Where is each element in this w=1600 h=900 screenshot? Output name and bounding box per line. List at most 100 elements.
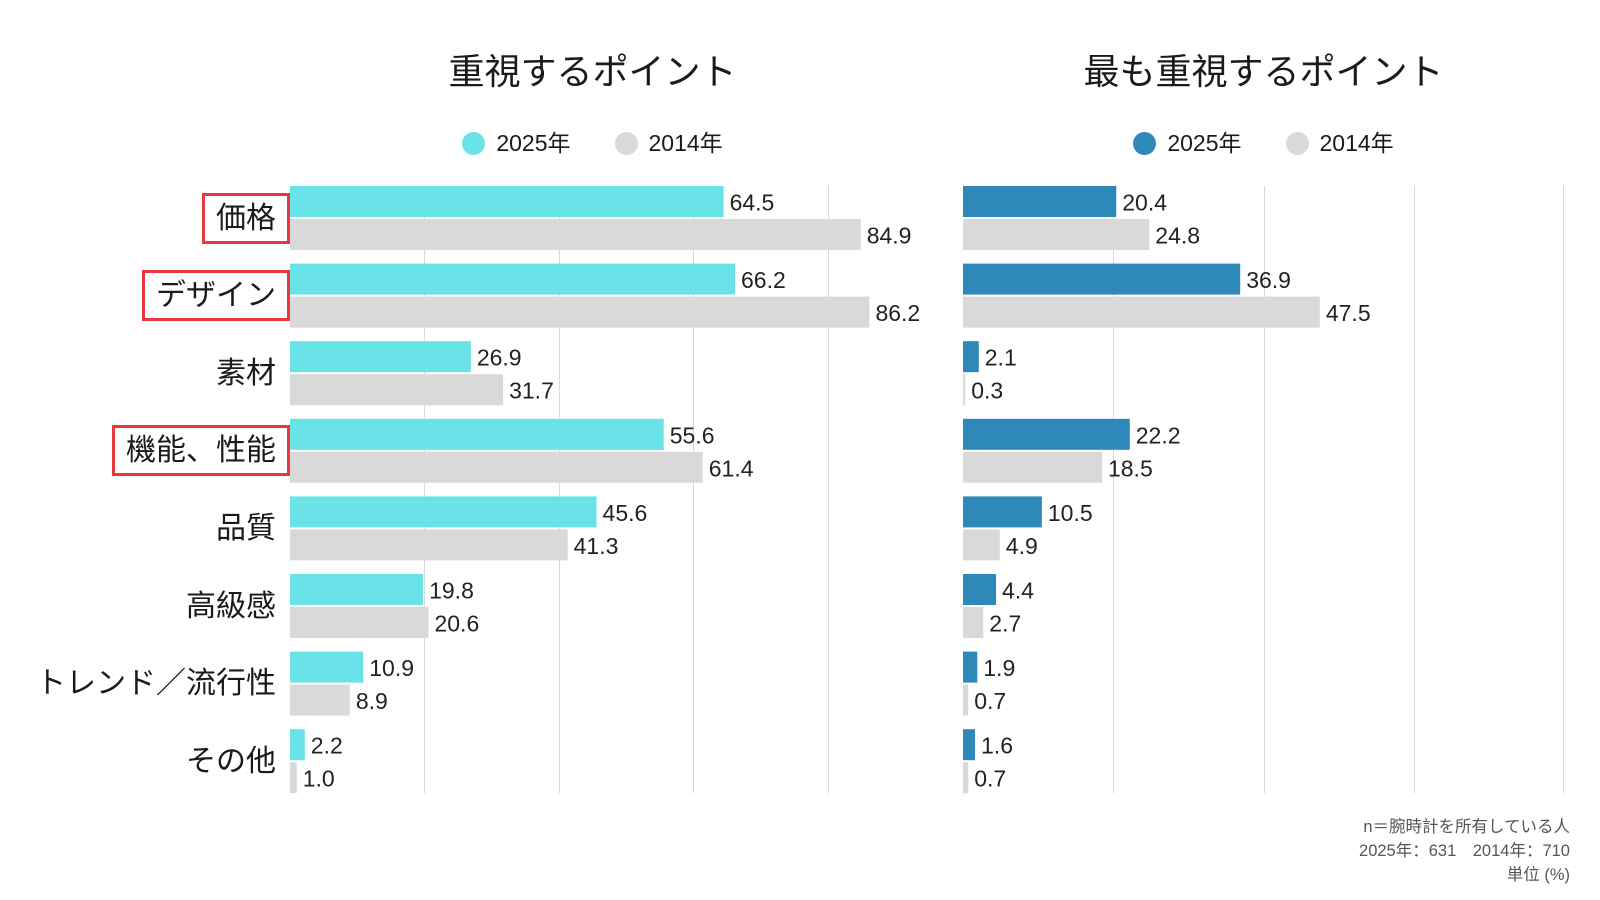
category-row: 素材 (0, 341, 290, 405)
value-label: 2.1 (985, 345, 1017, 371)
value-label: 10.9 (369, 655, 414, 681)
category-label: トレンド／流行性 (22, 658, 290, 710)
value-label: 20.4 (1122, 190, 1167, 216)
value-label: 18.5 (1108, 455, 1153, 481)
sample-description: n＝腕時計を所有している人 (1363, 818, 1570, 836)
legend: 2025年 2014年 (963, 127, 1564, 159)
panel-most-important-points: 最も重視するポイント 2025年 2014年 20.4 36.9 2.1 22.2 10… (963, 0, 1564, 900)
bar (290, 263, 736, 295)
category-label: 品質 (202, 502, 290, 554)
bar (963, 651, 978, 683)
legend-label: 2025年 (1167, 130, 1242, 156)
bar (963, 219, 1150, 250)
value-label: 41.3 (574, 533, 619, 559)
bar (290, 607, 429, 638)
legend-item: 2014年 (614, 127, 723, 159)
bar (963, 296, 1320, 328)
bar (290, 496, 597, 528)
bar (963, 529, 1000, 561)
bar (963, 496, 1042, 528)
bar (963, 729, 976, 761)
bar (963, 263, 1241, 295)
category-row: 価格 (0, 186, 290, 250)
bar (290, 684, 350, 716)
category-row: その他 (0, 729, 290, 793)
bar (290, 186, 724, 217)
bar (290, 418, 664, 450)
legend-item: 2014年 (1285, 127, 1394, 159)
bar (963, 574, 997, 605)
value-label: 1.0 (303, 766, 335, 792)
legend-swatch (614, 131, 638, 155)
footnote: n＝腕時計を所有している人 2025年：631 2014年：710 単位 (%) (1359, 815, 1570, 887)
legend-label: 2014年 (648, 130, 723, 156)
value-label: 64.5 (730, 190, 775, 216)
value-label: 4.4 (1002, 578, 1034, 604)
plot-area: 20.4 36.9 2.1 22.2 10.5 4.4 1.9 1.6 24.8 47.5 0.3 1… (963, 186, 1564, 794)
value-label: 22.2 (1136, 422, 1181, 448)
value-label: 1.6 (981, 733, 1013, 759)
sample-sizes: 2025年：631 2014年：710 (1359, 842, 1570, 860)
value-label: 19.8 (429, 578, 474, 604)
bar (963, 451, 1102, 483)
bar (963, 762, 969, 794)
value-label: 55.6 (670, 422, 715, 448)
unit-note: 単位 (%) (1506, 866, 1570, 884)
value-label: 2.7 (989, 611, 1021, 637)
legend-item: 2025年 (462, 127, 571, 159)
legend-swatch (462, 131, 486, 155)
bar (963, 684, 969, 716)
bar (963, 607, 984, 638)
value-label: 10.5 (1048, 500, 1093, 526)
value-label: 2.2 (311, 733, 343, 759)
bar (290, 296, 870, 328)
value-label: 20.6 (434, 611, 479, 637)
bar (290, 762, 297, 794)
panel-important-points: 重視するポイント 2025年 2014年 64.5 66.2 26.9 55.6 45.… (290, 0, 920, 900)
category-row: 高級感 (0, 574, 290, 638)
value-label: 86.2 (875, 300, 920, 326)
category-label: その他 (172, 735, 290, 787)
highlighted-category-label: デザイン (142, 270, 290, 322)
bar (290, 374, 504, 406)
value-label: 47.5 (1326, 300, 1371, 326)
bar (290, 451, 703, 483)
legend: 2025年 2014年 (290, 127, 895, 159)
value-label: 0.7 (974, 766, 1006, 792)
highlighted-category-label: 価格 (202, 192, 290, 244)
legend-swatch (1285, 131, 1309, 155)
category-row: デザイン (0, 264, 290, 328)
legend-swatch (1133, 131, 1157, 155)
value-label: 24.8 (1155, 223, 1200, 249)
highlighted-category-label: 機能、性能 (112, 425, 290, 477)
value-label: 4.9 (1006, 533, 1038, 559)
bar (290, 729, 305, 761)
value-label: 0.3 (971, 378, 1003, 404)
chart-title: 重視するポイント (448, 51, 737, 92)
value-label: 31.7 (509, 378, 554, 404)
bar (290, 219, 861, 250)
value-label: 1.9 (983, 655, 1015, 681)
value-label: 36.9 (1246, 267, 1291, 293)
bar (290, 341, 471, 373)
category-row: 品質 (0, 496, 290, 560)
category-label: 素材 (202, 347, 290, 399)
category-row: トレンド／流行性 (0, 652, 290, 716)
bar (963, 341, 979, 373)
legend-item: 2025年 (1133, 127, 1242, 159)
bar (290, 651, 364, 683)
category-label: 高級感 (172, 580, 290, 632)
value-label: 61.4 (709, 455, 754, 481)
legend-label: 2025年 (496, 130, 571, 156)
plot-area: 64.5 66.2 26.9 55.6 45.6 19.8 10.9 2.2 84.9 86.2 3… (290, 186, 920, 794)
bar (963, 186, 1117, 217)
value-label: 26.9 (477, 345, 522, 371)
value-label: 8.9 (356, 688, 388, 714)
bar (290, 574, 424, 605)
chart-title: 最も重視するポイント (1083, 51, 1444, 92)
category-axis-labels: 価格デザイン素材機能、性能品質高級感トレンド／流行性その他 (0, 186, 290, 794)
value-label: 0.7 (974, 688, 1006, 714)
category-row: 機能、性能 (0, 419, 290, 483)
value-label: 66.2 (741, 267, 786, 293)
legend-label: 2014年 (1319, 130, 1394, 156)
